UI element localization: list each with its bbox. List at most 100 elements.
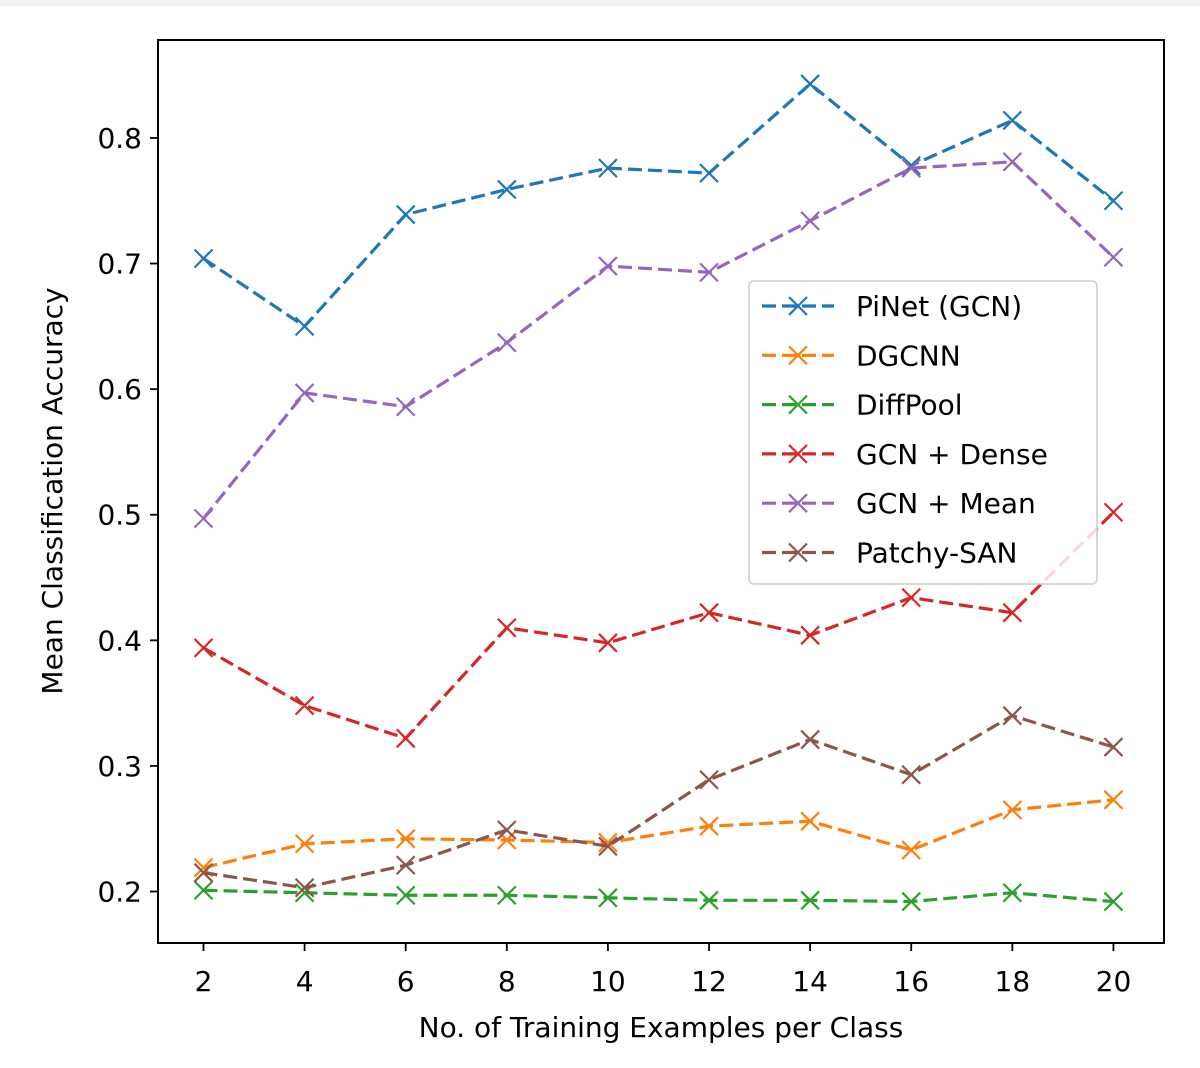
series-patchy-san: [193, 705, 1124, 898]
x-axis-title: No. of Training Examples per Class: [419, 1011, 904, 1044]
data-point-diffpool-6: [395, 885, 416, 906]
chart-legend: PiNet (GCN) DGCNN DiffPool GCN + Dense GCN +…: [748, 280, 1098, 585]
data-point-dgcnn-4-stroke-b: [294, 834, 315, 854]
data-point-pinet-gcn-14-stroke-b: [800, 74, 820, 94]
data-point-gcn-dense-18-stroke-b: [1002, 602, 1023, 623]
x-tick-label-14: 14: [792, 965, 828, 998]
legend-marker-patchy-san: [788, 542, 808, 563]
legend-item-pinet-gcn: PiNet (GCN): [762, 290, 1022, 323]
data-point-patchy-san-16: [901, 764, 922, 785]
series-line-patchy-san: [203, 714, 1114, 890]
data-point-pinet-gcn-12-stroke-b: [699, 163, 719, 183]
data-point-gcn-mean-16-stroke-b: [901, 158, 922, 178]
series-layer: [193, 74, 1124, 912]
data-point-pinet-gcn-6: [395, 204, 416, 225]
x-tick-label-12: 12: [691, 965, 727, 998]
data-point-gcn-mean-8-stroke-b: [497, 332, 517, 353]
data-point-diffpool-2-stroke-b: [193, 880, 214, 901]
data-point-dgcnn-20: [1103, 790, 1124, 810]
y-tick-label-0.8: 0.8: [97, 122, 142, 155]
legend-marker-gcn-mean: [788, 493, 808, 513]
series-gcn-mean: [193, 152, 1124, 529]
x-tick-label-18: 18: [995, 965, 1031, 998]
y-tick-label-0.5: 0.5: [97, 499, 142, 532]
data-point-gcn-mean-4-stroke-b: [294, 383, 315, 403]
top-strip: [0, 0, 1200, 6]
data-point-gcn-dense-12-stroke-b: [699, 602, 719, 623]
data-point-diffpool-20-stroke-b: [1103, 891, 1124, 912]
data-point-gcn-mean-20: [1103, 247, 1124, 268]
data-point-pinet-gcn-20-stroke-b: [1103, 190, 1124, 211]
data-point-pinet-gcn-10-stroke-b: [598, 158, 618, 178]
data-point-diffpool-20: [1103, 891, 1124, 912]
data-point-gcn-dense-6: [395, 728, 416, 749]
data-point-gcn-mean-8: [497, 332, 517, 353]
data-point-pinet-gcn-6-stroke-b: [395, 204, 416, 225]
data-point-gcn-dense-16: [901, 587, 922, 608]
data-point-gcn-mean-6-stroke-b: [395, 396, 416, 417]
data-point-gcn-mean-14-stroke-b: [800, 211, 820, 231]
y-tick-label-0.7: 0.7: [97, 248, 142, 281]
legend-marker-gcn-mean-stroke-b: [788, 493, 808, 513]
data-point-pinet-gcn-12: [699, 163, 719, 183]
data-point-pinet-gcn-10: [598, 158, 618, 178]
x-tick-label-4: 4: [296, 965, 314, 998]
data-point-gcn-mean-2: [193, 508, 214, 529]
legend-marker-pinet-gcn-stroke-b: [788, 296, 808, 316]
legend-label-gcn-dense: GCN + Dense: [856, 438, 1048, 471]
data-point-diffpool-14: [800, 890, 820, 911]
data-point-gcn-dense-14: [800, 625, 820, 646]
data-point-gcn-dense-2: [193, 638, 214, 658]
data-point-diffpool-8: [497, 885, 517, 906]
y-tick-label-0.3: 0.3: [97, 750, 142, 783]
data-point-pinet-gcn-4-stroke-b: [294, 316, 315, 337]
legend-label-dgcnn: DGCNN: [856, 339, 961, 372]
series-line-dgcnn: [203, 798, 1114, 870]
data-point-pinet-gcn-18: [1002, 110, 1023, 131]
legend-label-diffpool: DiffPool: [856, 389, 963, 422]
data-point-patchy-san-10: [598, 836, 618, 857]
data-point-patchy-san-2-stroke-b: [193, 862, 214, 883]
data-point-dgcnn-12-stroke-b: [699, 816, 719, 836]
data-point-patchy-san-10-stroke-b: [598, 836, 618, 857]
y-tick-label-0.4: 0.4: [97, 624, 142, 657]
data-point-gcn-mean-10-stroke-b: [598, 256, 618, 276]
data-point-diffpool-14-stroke-b: [800, 890, 820, 911]
data-point-diffpool-6-stroke-b: [395, 885, 416, 906]
series-pinet-gcn: [193, 74, 1124, 337]
data-point-patchy-san-20: [1103, 737, 1124, 757]
legend-item-dgcnn: DGCNN: [762, 339, 961, 372]
data-point-dgcnn-14: [800, 811, 820, 831]
y-tick-label-0.6: 0.6: [97, 373, 142, 406]
data-point-gcn-dense-4: [294, 695, 315, 716]
series-dgcnn: [193, 790, 1124, 878]
legend-marker-dgcnn: [788, 345, 808, 366]
data-point-gcn-dense-10: [598, 633, 618, 653]
data-point-pinet-gcn-4: [294, 316, 315, 337]
data-point-gcn-dense-20-stroke-b: [1103, 502, 1124, 523]
data-point-diffpool-18-stroke-b: [1002, 882, 1023, 903]
legend-marker-gcn-dense: [788, 444, 808, 464]
data-point-dgcnn-2-stroke-b: [193, 857, 214, 878]
data-point-patchy-san-2: [193, 862, 214, 883]
legend-label-pinet-gcn: PiNet (GCN): [856, 290, 1022, 323]
data-point-gcn-mean-16: [901, 158, 922, 178]
data-point-gcn-dense-2-stroke-b: [193, 638, 214, 658]
data-point-dgcnn-4: [294, 834, 315, 854]
x-tick-label-10: 10: [590, 965, 626, 998]
data-point-dgcnn-20-stroke-b: [1103, 790, 1124, 810]
data-point-diffpool-2: [193, 880, 214, 901]
legend-marker-diffpool: [788, 394, 808, 415]
data-point-gcn-mean-18: [1002, 152, 1023, 172]
data-point-diffpool-12-stroke-b: [699, 890, 719, 911]
data-point-patchy-san-8-stroke-b: [497, 820, 517, 840]
data-point-dgcnn-16: [901, 840, 922, 860]
legend-marker-pinet-gcn: [788, 296, 808, 316]
legend-item-patchy-san: Patchy-SAN: [762, 537, 1017, 570]
series-line-diffpool: [203, 888, 1114, 904]
data-point-dgcnn-6: [395, 828, 416, 849]
data-point-patchy-san-14-stroke-b: [800, 729, 820, 750]
data-point-dgcnn-14-stroke-b: [800, 811, 820, 831]
data-point-gcn-dense-6-stroke-b: [395, 728, 416, 749]
